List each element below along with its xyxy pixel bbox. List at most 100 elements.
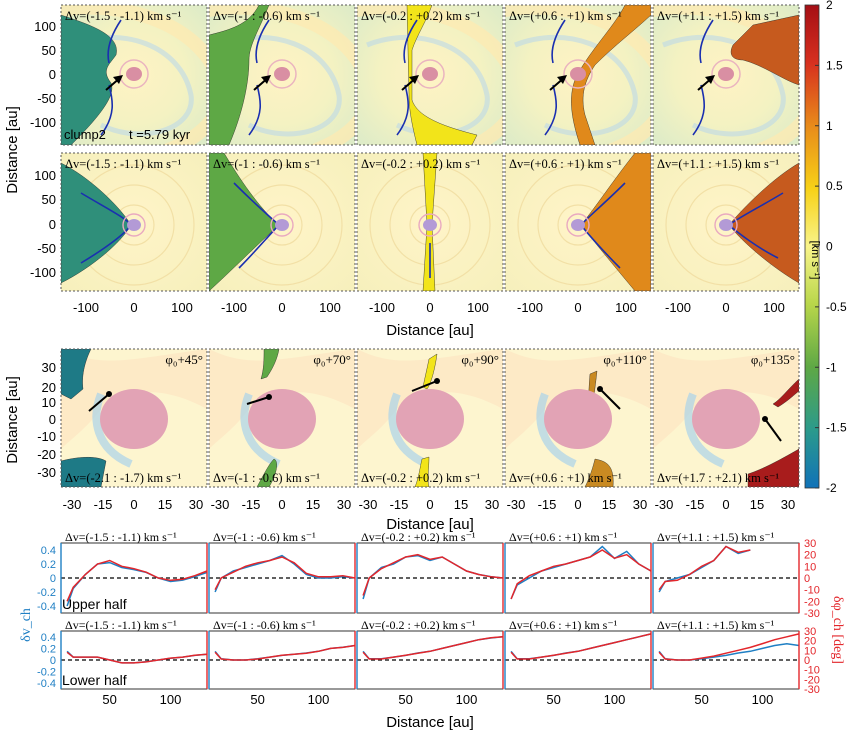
arrow-head-icon — [266, 394, 272, 400]
profile-velocity-label: Δv=(-1 : -0.6) km s⁻¹ — [213, 530, 316, 544]
central-clump — [248, 389, 316, 449]
middle-ytick-label: 50 — [42, 192, 56, 207]
top-ytick-label: -100 — [30, 115, 56, 130]
profile-xtick-label: 50 — [250, 692, 264, 707]
shock-region — [92, 392, 133, 468]
middle-xtick-label: 0 — [426, 300, 433, 315]
angle-label: φ₀+70° — [313, 352, 351, 367]
delta-phi-line — [658, 545, 751, 591]
profile-panel: Δv=(-1.5 : -1.1) km s⁻¹ — [60, 530, 208, 614]
colorbar: 2 1.5 1 0.5 0 -0.5 -1 -1.5 -2 [km s⁻¹] — [804, 0, 847, 495]
zoom-xtick-label: 15 — [306, 497, 320, 512]
profile-panel: Δv=(+1.1 : +1.5) km s⁻¹ — [652, 618, 800, 690]
panel-velocity-label: Δv=(+1.1 : +1.5) km s⁻¹ — [657, 9, 779, 23]
zoom-ytick-label: 10 — [42, 395, 56, 410]
arrow-head-icon — [434, 378, 440, 384]
panel-frame — [208, 4, 356, 146]
profile-velocity-label: Δv=(+0.6 : +1) km s⁻¹ — [509, 530, 618, 544]
colorbar-tick-label: -1.5 — [826, 421, 847, 435]
colorbar-tick-label: -0.5 — [826, 300, 847, 314]
zoom-ytick-label: 20 — [42, 380, 56, 395]
velocity-channel — [61, 14, 117, 145]
top-ytick-label: 50 — [42, 43, 56, 58]
middle-xtick-label: 0 — [278, 300, 285, 315]
clump-contour — [566, 213, 590, 237]
panel-velocity-label: Δv=(-1 : -0.6) km s⁻¹ — [213, 471, 320, 485]
profile-xtick-label: 50 — [546, 692, 560, 707]
colorbar-label: [km s⁻¹] — [809, 241, 821, 280]
profile-velocity-label: Δv=(+1.1 : +1.5) km s⁻¹ — [657, 618, 775, 632]
zoom-xtick-label: 0 — [426, 497, 433, 512]
panel-frame — [652, 4, 800, 146]
top-ytick-label: -50 — [37, 91, 56, 106]
colorbar-tick-label: -1 — [826, 360, 837, 374]
delta-phi-line — [510, 633, 652, 660]
arrow-icon — [411, 380, 438, 392]
profile-velocity-label: Δv=(-1.5 : -1.1) km s⁻¹ — [65, 530, 177, 544]
arrow-icon — [764, 418, 782, 442]
zoom-xtick-label: -30 — [211, 497, 230, 512]
zoom-map-panel: φ₀+110° Δv=(+0.6 : +1) km s⁻¹ -30 -15 0 15 30 — [504, 348, 652, 512]
profile-right-tick-label: -30 — [804, 684, 820, 696]
panel-velocity-label: Δv=(-0.2 : +0.2) km s⁻¹ — [361, 9, 481, 23]
profile-panel: Δv=(-1 : -0.6) km s⁻¹ — [208, 618, 356, 690]
panel-frame — [504, 152, 652, 292]
panel-frame — [652, 348, 800, 488]
clump-contour — [270, 213, 294, 237]
shock-region — [653, 349, 799, 449]
profile-panel: Δv=(-0.2 : +0.2) km s⁻¹ — [356, 530, 504, 614]
spiral-arm — [662, 34, 786, 137]
central-clump — [100, 389, 168, 449]
profile-right-tick-label: -20 — [804, 674, 820, 686]
profile-xtick-label: 100 — [604, 692, 626, 707]
velocity-channel — [256, 349, 280, 487]
clump-contour — [267, 59, 297, 89]
central-clump — [396, 389, 464, 449]
velocity-channel — [730, 14, 799, 86]
delta-phi-line — [510, 549, 652, 600]
profile-left-tick-label: 0.4 — [41, 632, 56, 644]
delta-phi-line — [362, 553, 504, 596]
central-clump — [275, 219, 289, 231]
panel-frame — [356, 4, 504, 146]
spiral-arm — [61, 5, 207, 145]
spiral-fit-curve — [248, 19, 270, 136]
middle-map-panel: Δv=(+1.1 : +1.5) km s⁻¹ -100 0 100 — [652, 152, 800, 315]
middle-xtick-label: 100 — [319, 300, 341, 315]
spiral-arm — [218, 34, 342, 137]
profile-panel: Δv=(+1.1 : +1.5) km s⁻¹ — [652, 530, 800, 614]
middle-xtick-label: 0 — [722, 300, 729, 315]
spiral-arm — [505, 5, 651, 145]
middle-ytick-label: 0 — [49, 217, 56, 232]
zoom-xtick-label: -15 — [242, 497, 261, 512]
profile-right-tick-label: 10 — [804, 561, 816, 573]
zoom-xtick-label: -30 — [507, 497, 526, 512]
profile-velocity-label: Δv=(-0.2 : +0.2) km s⁻¹ — [361, 530, 476, 544]
colorbar-tick-label: 1.5 — [826, 58, 843, 72]
zoom-xtick-label: 30 — [189, 497, 203, 512]
middle-xtick-label: 100 — [171, 300, 193, 315]
panel-velocity-label: Δv=(+1.7 : +2.1) km s⁻¹ — [657, 471, 779, 485]
zoom-ytick-label: 0 — [49, 412, 56, 427]
profile-xtick-label: 100 — [160, 692, 182, 707]
central-clump — [544, 389, 612, 449]
middle-ytick-label: -50 — [37, 241, 56, 256]
zoom-ylabel: Distance [au] — [4, 376, 21, 464]
arrow-head-icon — [557, 75, 567, 84]
shock-region — [357, 349, 503, 449]
panel-velocity-label: Δv=(-0.2 : +0.2) km s⁻¹ — [361, 157, 481, 171]
middle-map-panel: Δv=(+0.6 : +1) km s⁻¹ -100 0 100 — [504, 152, 652, 315]
delta-v-line — [214, 554, 356, 593]
shock-region — [240, 392, 281, 468]
central-clump — [570, 67, 586, 81]
arrow-head-icon — [113, 75, 123, 84]
spiral-arm — [70, 34, 194, 137]
panel-frame — [356, 348, 504, 488]
zoom-xtick-label: -15 — [538, 497, 557, 512]
delta-phi-line — [66, 651, 208, 664]
central-clump — [126, 67, 142, 81]
zoom-xtick-label: 30 — [485, 497, 499, 512]
central-clump — [274, 67, 290, 81]
profile-left-tick-label: 0.4 — [41, 545, 56, 557]
half-label: Lower half — [62, 672, 127, 688]
